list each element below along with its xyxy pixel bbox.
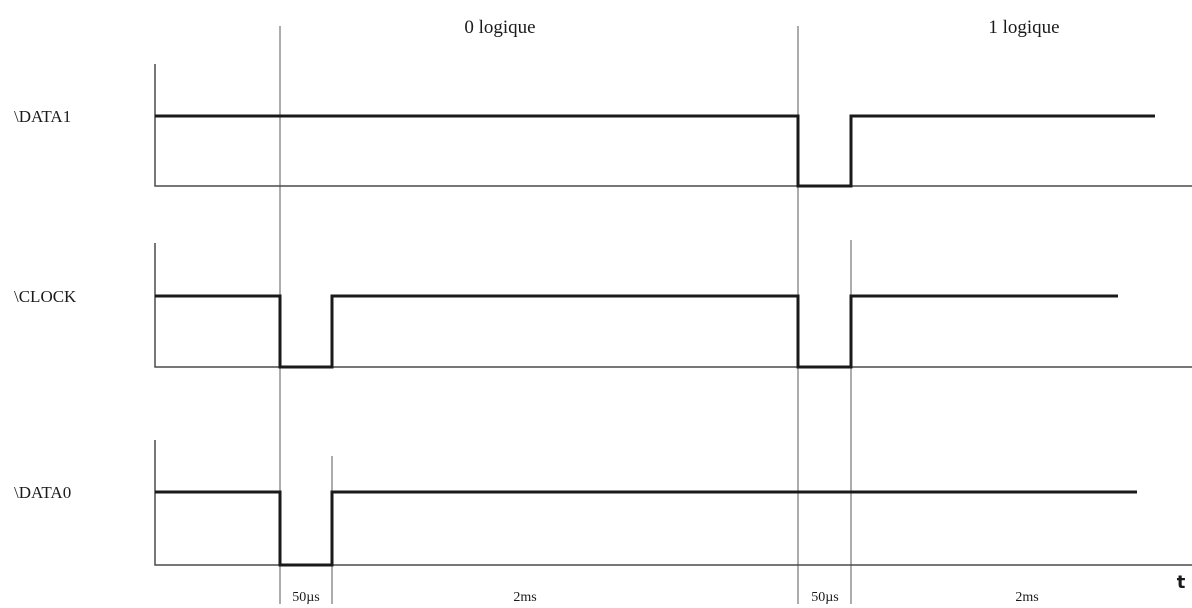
time-axis-label: t	[1177, 572, 1186, 593]
signal-axis-data1	[154, 64, 1192, 187]
signal-label-data1: \DATA1	[14, 107, 71, 126]
signal-data0: \DATA0	[14, 440, 1192, 567]
waveform-clock	[155, 294, 1118, 369]
signal-axis-data0	[154, 440, 1192, 566]
section-label-zero: 0 logique	[464, 17, 535, 38]
signal-axis-clock	[154, 243, 1192, 368]
signal-label-clock: \CLOCK	[14, 287, 77, 306]
timing-guides	[279, 26, 852, 604]
signal-label-data0: \DATA0	[14, 483, 71, 502]
signal-clock: \CLOCK	[14, 243, 1192, 369]
section-label-one: 1 logique	[988, 17, 1059, 38]
waveform-data1	[155, 114, 1155, 188]
duration-label-pulse-2: 50µs	[811, 590, 839, 605]
duration-label-pulse-1: 50µs	[292, 590, 320, 605]
waveform-data0	[155, 490, 1137, 567]
duration-label-period-2: 2ms	[1015, 590, 1038, 605]
duration-label-period-1: 2ms	[513, 590, 536, 605]
signal-data1: \DATA1	[14, 64, 1192, 188]
